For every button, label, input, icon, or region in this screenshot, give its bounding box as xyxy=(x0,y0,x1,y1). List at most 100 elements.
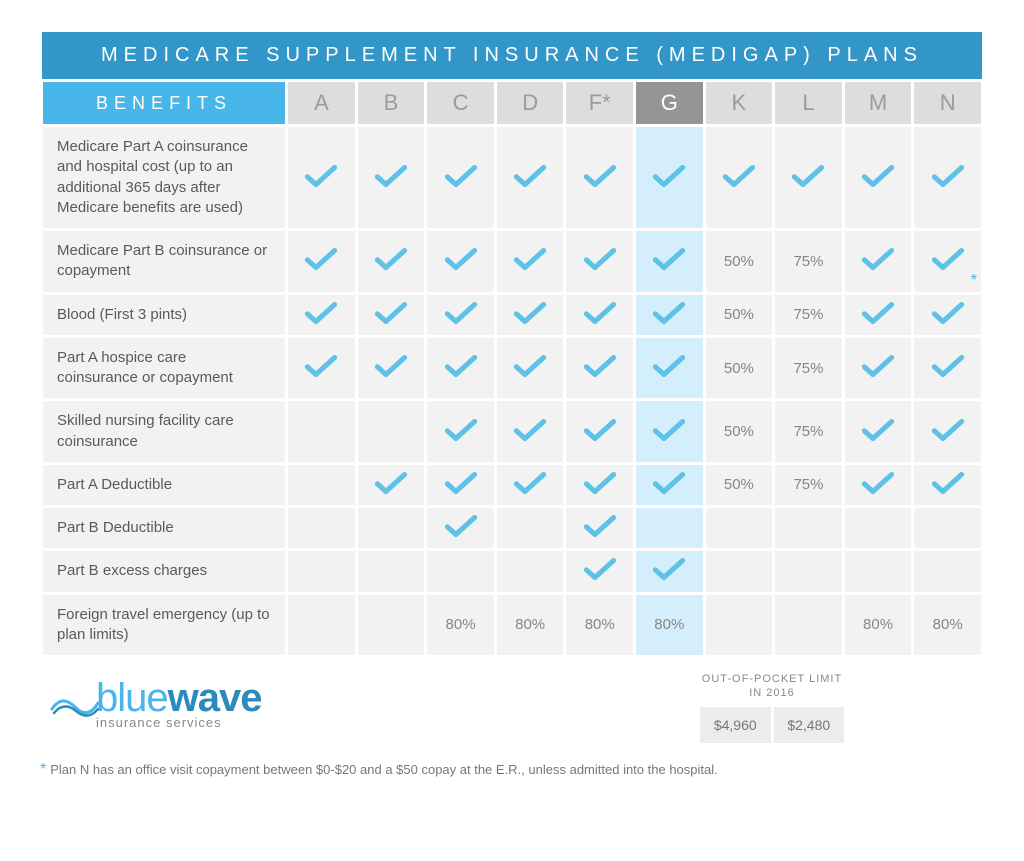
cell: 80% xyxy=(845,595,912,656)
check-icon xyxy=(583,352,617,380)
benefit-label: Foreign travel emergency (up to plan lim… xyxy=(43,595,285,656)
cell xyxy=(427,508,494,548)
check-icon xyxy=(931,469,965,497)
cell xyxy=(845,551,912,591)
cell xyxy=(706,127,773,228)
cell xyxy=(288,338,355,399)
bottom-row: bluewave insurance services OUT-OF-POCKE… xyxy=(40,668,984,743)
table-row: Part B Deductible xyxy=(43,508,981,548)
cell xyxy=(845,295,912,335)
plan-header-A: A xyxy=(288,82,355,124)
cell xyxy=(845,338,912,399)
check-icon xyxy=(652,299,686,327)
check-icon xyxy=(304,299,338,327)
plan-header-N: N xyxy=(914,82,981,124)
cell xyxy=(427,338,494,399)
benefit-label: Skilled nursing facility care coinsuranc… xyxy=(43,401,285,462)
cell xyxy=(358,338,425,399)
benefit-label: Part B Deductible xyxy=(43,508,285,548)
cell xyxy=(914,127,981,228)
check-icon xyxy=(861,416,895,444)
cell xyxy=(497,465,564,505)
check-icon xyxy=(304,352,338,380)
cell xyxy=(566,295,633,335)
cell xyxy=(427,295,494,335)
check-icon xyxy=(444,469,478,497)
cell xyxy=(706,508,773,548)
cell: 80% xyxy=(566,595,633,656)
cell xyxy=(566,465,633,505)
check-icon xyxy=(374,299,408,327)
plan-header-B: B xyxy=(358,82,425,124)
cell: 80% xyxy=(636,595,703,656)
cell xyxy=(845,465,912,505)
benefit-label: Part A hospice care coinsurance or copay… xyxy=(43,338,285,399)
check-icon xyxy=(652,245,686,273)
check-icon xyxy=(583,299,617,327)
cell xyxy=(636,401,703,462)
cell xyxy=(914,551,981,591)
plan-header-M: M xyxy=(845,82,912,124)
check-icon xyxy=(583,555,617,583)
check-icon xyxy=(931,416,965,444)
cell: 50% xyxy=(706,401,773,462)
cell xyxy=(427,231,494,292)
cell xyxy=(636,508,703,548)
cell xyxy=(914,508,981,548)
benefit-label: Part A Deductible xyxy=(43,465,285,505)
check-icon xyxy=(931,299,965,327)
cell xyxy=(566,508,633,548)
cell: 50% xyxy=(706,338,773,399)
cell xyxy=(706,551,773,591)
footnote-text: Plan N has an office visit copayment bet… xyxy=(50,762,718,777)
check-icon xyxy=(583,416,617,444)
cell xyxy=(636,551,703,591)
cell xyxy=(775,595,842,656)
cell xyxy=(288,551,355,591)
pocket-limit-k: $4,960 xyxy=(700,707,771,743)
plan-header-D: D xyxy=(497,82,564,124)
cell xyxy=(427,465,494,505)
check-icon xyxy=(722,162,756,190)
check-icon xyxy=(791,162,825,190)
cell xyxy=(845,231,912,292)
cell xyxy=(497,508,564,548)
cell xyxy=(566,401,633,462)
check-icon xyxy=(931,245,965,273)
logo-word-1: blue xyxy=(96,676,168,720)
cell xyxy=(775,508,842,548)
cell xyxy=(706,595,773,656)
cell xyxy=(288,465,355,505)
check-icon xyxy=(861,469,895,497)
check-icon xyxy=(652,162,686,190)
cell xyxy=(845,127,912,228)
check-icon xyxy=(374,469,408,497)
check-icon xyxy=(513,469,547,497)
wave-icon xyxy=(50,689,100,719)
check-icon xyxy=(513,416,547,444)
plan-header-G: G xyxy=(636,82,703,124)
cell xyxy=(636,295,703,335)
cell xyxy=(636,231,703,292)
benefit-label: Medicare Part B coinsurance or copayment xyxy=(43,231,285,292)
cell: 80% xyxy=(914,595,981,656)
cell: 75% xyxy=(775,465,842,505)
cell xyxy=(358,465,425,505)
check-icon xyxy=(374,245,408,273)
cell: 50% xyxy=(706,465,773,505)
cell xyxy=(288,508,355,548)
cell xyxy=(358,551,425,591)
check-icon xyxy=(861,299,895,327)
cell xyxy=(288,401,355,462)
table-row: Part A hospice care coinsurance or copay… xyxy=(43,338,981,399)
check-icon xyxy=(513,299,547,327)
check-icon xyxy=(931,352,965,380)
check-icon xyxy=(304,245,338,273)
cell: 50% xyxy=(706,295,773,335)
cell xyxy=(636,338,703,399)
cell: 80% xyxy=(427,595,494,656)
cell xyxy=(427,127,494,228)
cell xyxy=(566,231,633,292)
cell xyxy=(358,508,425,548)
plan-header-K: K xyxy=(706,82,773,124)
